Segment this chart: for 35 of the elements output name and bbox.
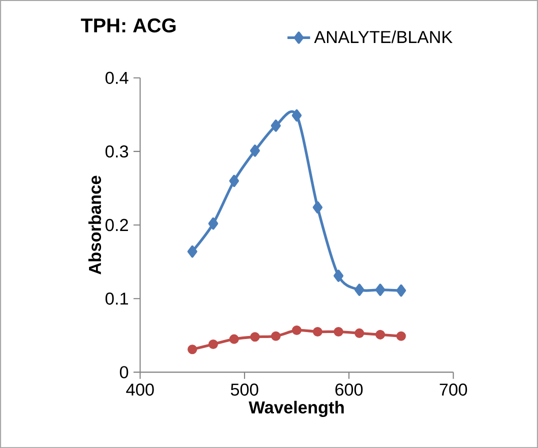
point (250, 332, 260, 342)
point (354, 328, 364, 338)
point (208, 339, 218, 349)
point (375, 330, 386, 340)
point (312, 201, 323, 214)
legend-label: ANALYTE/BLANK (314, 30, 453, 44)
x-tick-label: 700 (440, 383, 468, 396)
point (292, 109, 302, 122)
x-axis-title: Wavelength (248, 400, 344, 417)
point (250, 144, 260, 157)
y-tick-label: 0.2 (106, 218, 128, 232)
y-tick-label: 0.4 (106, 72, 128, 84)
y-tick-label: 0.1 (106, 292, 128, 305)
point (271, 331, 281, 341)
point (396, 331, 406, 341)
point (354, 284, 364, 296)
y-tick-label: 0 (120, 366, 128, 378)
point (375, 284, 386, 296)
point (188, 344, 198, 354)
point (208, 217, 218, 230)
x-tick-label: 400 (126, 383, 154, 396)
x-tick-label: 600 (335, 383, 363, 396)
x-tick-label: 500 (230, 383, 258, 396)
point (334, 270, 344, 282)
point (229, 334, 239, 344)
y-tick-label: 0.3 (106, 145, 128, 158)
point (334, 326, 344, 336)
point (187, 245, 198, 258)
point (229, 174, 240, 187)
chart-title: TPH: ACG (80, 18, 176, 32)
y-axis-title: Absorbance (88, 176, 102, 274)
point (270, 120, 281, 132)
point (312, 326, 322, 336)
point (396, 284, 406, 297)
point (292, 325, 302, 335)
